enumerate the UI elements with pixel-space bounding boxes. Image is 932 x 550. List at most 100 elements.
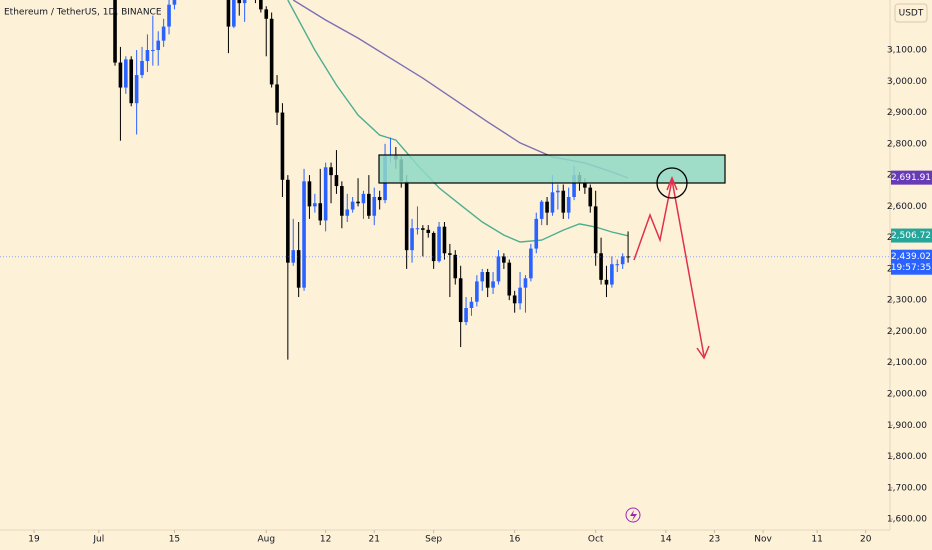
- candle-body: [356, 201, 360, 204]
- candle-body: [421, 228, 425, 230]
- y-tick-label: 1,800.00: [887, 452, 927, 462]
- candle-body: [523, 278, 528, 288]
- candle-body: [512, 295, 517, 304]
- x-tick-label: 15: [169, 535, 180, 545]
- candle-body: [507, 262, 512, 296]
- candle-body: [307, 181, 312, 207]
- candle-body: [129, 59, 134, 104]
- y-tick-label: 1,900.00: [887, 421, 927, 431]
- price-tag: [891, 228, 932, 243]
- candle-body: [113, 0, 117, 63]
- candle-body: [583, 182, 587, 188]
- candle-body: [367, 193, 371, 216]
- y-tick-label: 1,600.00: [887, 515, 927, 525]
- event-icon: [630, 510, 637, 521]
- candle-body: [269, 18, 274, 85]
- x-tick-label: 14: [660, 535, 672, 545]
- y-tick-label: 2,800.00: [887, 139, 927, 149]
- candle-body: [226, 0, 231, 27]
- plot: [113, 0, 630, 360]
- x-tick-label: Aug: [257, 535, 275, 545]
- candle-body: [377, 196, 382, 201]
- candle-body: [280, 112, 285, 180]
- candle-body: [502, 256, 506, 263]
- candle-body: [161, 26, 166, 41]
- countdown: 19:57:35: [891, 263, 931, 273]
- candle-body: [626, 256, 630, 258]
- x-tick-label: Oct: [588, 535, 604, 545]
- candle-body: [415, 228, 420, 230]
- x-tick-label: 23: [709, 535, 720, 545]
- x-tick-label: Nov: [754, 535, 772, 545]
- candle-body: [453, 254, 458, 279]
- candle-body: [496, 256, 501, 282]
- y-tick-label: 2,300.00: [887, 296, 927, 306]
- candle-body: [464, 307, 468, 323]
- candle-body: [599, 253, 603, 280]
- candle-body: [350, 201, 355, 210]
- chart-title: Ethereum / TetherUS, 1D, BINANCE: [4, 8, 162, 18]
- price-tag: [891, 249, 932, 275]
- candle-body: [529, 248, 533, 279]
- y-tick-label: 3,100.00: [887, 46, 927, 56]
- candle-body: [534, 218, 539, 249]
- candle-body: [334, 175, 339, 187]
- candle-body: [556, 190, 560, 193]
- x-tick-label: 11: [811, 535, 822, 545]
- candle-body: [372, 196, 377, 216]
- x-tick-label: 20: [860, 535, 872, 545]
- candle-body: [437, 226, 441, 262]
- candle-body: [151, 50, 155, 52]
- candle-body: [172, 0, 177, 5]
- candle-body: [259, 0, 263, 10]
- candle-body: [232, 0, 236, 27]
- candle-body: [561, 190, 566, 213]
- arrow-head: [666, 176, 678, 191]
- y-tick-label: 1,700.00: [887, 483, 927, 493]
- candle-body: [572, 175, 576, 197]
- candle-body: [345, 209, 350, 216]
- candle-body: [448, 253, 452, 255]
- x-tick-label: Sep: [425, 535, 442, 545]
- candle-body: [275, 84, 279, 113]
- y-tick-label: 2,100.00: [887, 358, 927, 368]
- arrow-head: [696, 345, 710, 360]
- price-tag: [891, 170, 932, 185]
- y-tick-label: 2,200.00: [887, 327, 927, 337]
- candle-body: [410, 228, 414, 251]
- candle-body: [140, 60, 144, 76]
- candle-body: [404, 181, 409, 251]
- candle-body: [167, 4, 171, 27]
- candle-body: [539, 201, 544, 219]
- candle-body: [361, 193, 366, 204]
- x-tick-label: 16: [509, 535, 521, 545]
- candle-body: [610, 264, 614, 285]
- price-tag-label: 2,506.72: [891, 231, 931, 241]
- candle-body: [491, 281, 495, 288]
- candle-body: [329, 167, 333, 176]
- candle-body: [545, 201, 549, 213]
- candle-body: [291, 250, 296, 263]
- x-tick-label: 12: [320, 535, 331, 545]
- target-circle: [656, 167, 688, 199]
- candle-body: [604, 279, 609, 285]
- moving-average: [287, 0, 629, 243]
- y-tick-label: 2,600.00: [887, 202, 927, 212]
- candle-body: [296, 250, 301, 288]
- candle-body: [118, 62, 123, 88]
- candle-body: [620, 256, 625, 265]
- candle-body: [426, 229, 431, 233]
- price-tag-label: 2,691.91: [891, 173, 931, 183]
- candle-body: [480, 272, 485, 282]
- candle-body: [340, 186, 344, 216]
- candle-body: [550, 192, 555, 213]
- candle-body: [302, 181, 306, 288]
- y-tick-label: 3,000.00: [887, 77, 927, 87]
- currency-label: USDT: [899, 9, 924, 19]
- price-tag-label: 2,439.02: [891, 252, 931, 262]
- candle-body: [475, 281, 479, 302]
- candle-body: [518, 287, 522, 304]
- x-tick-label: Jul: [92, 535, 104, 545]
- candle-body: [588, 187, 593, 207]
